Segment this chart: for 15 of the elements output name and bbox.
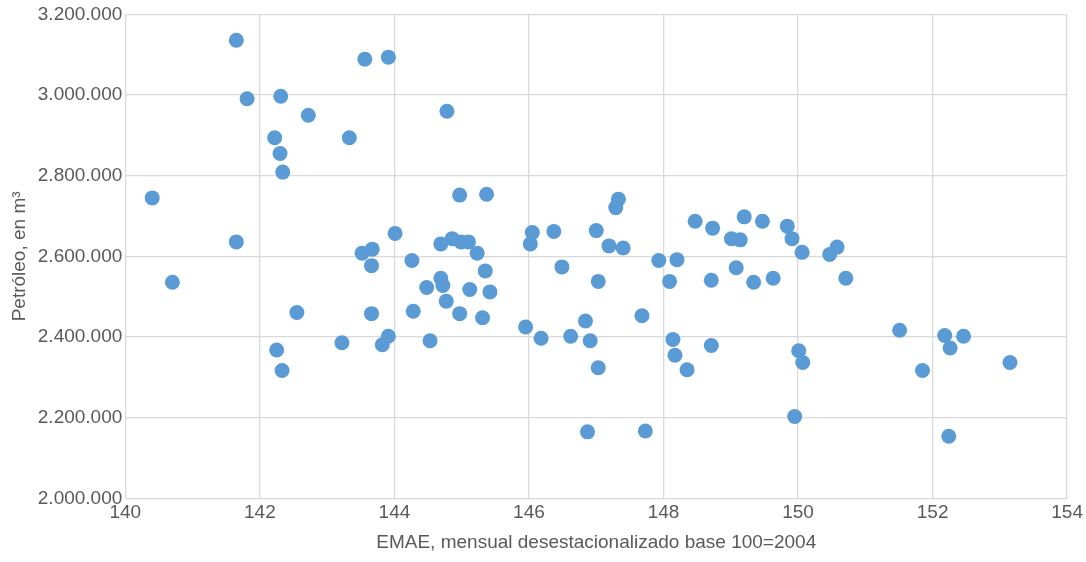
y-tick-label: 3.000.000 [37,83,123,105]
x-tick-label: 150 [782,501,814,523]
y-tick-label: 2.800.000 [37,163,123,185]
x-tick-label: 148 [647,501,680,523]
x-tick-label: 154 [1051,501,1084,523]
y-axis-title: Petróleo, en m³ [7,191,29,322]
x-tick-label: 146 [513,501,545,523]
y-tick-label: 2.600.000 [37,244,123,266]
x-axis-title: EMAE, mensual desestacionalizado base 100=2004 [376,530,817,552]
x-tick-label: 152 [916,501,949,523]
x-tick-label: 142 [244,501,276,523]
x-tick-label: 144 [378,501,411,523]
y-tick-label: 2.400.000 [37,325,123,347]
y-tick-label: 2.200.000 [37,405,123,427]
y-tick-label: 3.200.000 [37,2,123,24]
